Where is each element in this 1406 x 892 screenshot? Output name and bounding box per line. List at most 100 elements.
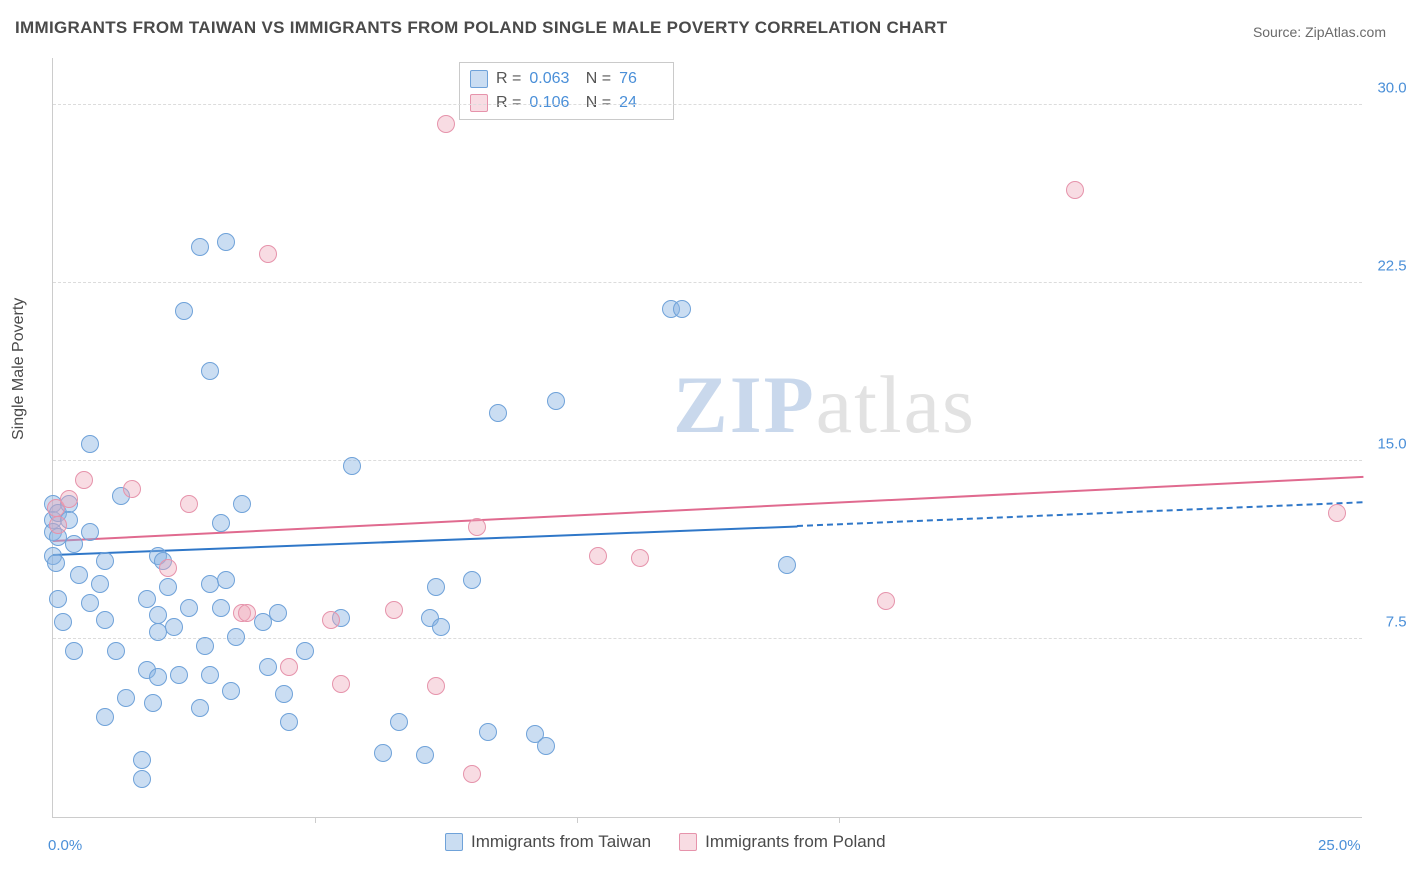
scatter-marker bbox=[463, 765, 481, 783]
scatter-marker bbox=[81, 594, 99, 612]
scatter-marker bbox=[91, 575, 109, 593]
scatter-marker bbox=[175, 302, 193, 320]
scatter-marker bbox=[149, 606, 167, 624]
legend-bottom: Immigrants from Taiwan Immigrants from P… bbox=[445, 832, 886, 852]
scatter-marker bbox=[437, 115, 455, 133]
scatter-marker bbox=[468, 518, 486, 536]
grid-line bbox=[53, 460, 1362, 461]
scatter-marker bbox=[589, 547, 607, 565]
scatter-marker bbox=[432, 618, 450, 636]
plot-area: ZIPatlas R = 0.063 N = 76 R = 0.106 N = … bbox=[52, 58, 1362, 818]
scatter-marker bbox=[332, 675, 350, 693]
grid-line bbox=[53, 638, 1362, 639]
scatter-marker bbox=[191, 699, 209, 717]
source-attribution: Source: ZipAtlas.com bbox=[1253, 24, 1386, 40]
grid-line bbox=[53, 282, 1362, 283]
scatter-marker bbox=[165, 618, 183, 636]
trend-line bbox=[797, 502, 1363, 528]
scatter-marker bbox=[123, 480, 141, 498]
scatter-marker bbox=[196, 637, 214, 655]
scatter-marker bbox=[65, 535, 83, 553]
grid-line bbox=[53, 104, 1362, 105]
scatter-marker bbox=[70, 566, 88, 584]
scatter-marker bbox=[117, 689, 135, 707]
x-tick-25: 25.0% bbox=[1318, 837, 1361, 854]
scatter-marker bbox=[96, 552, 114, 570]
scatter-marker bbox=[133, 770, 151, 788]
scatter-marker bbox=[212, 514, 230, 532]
scatter-marker bbox=[489, 404, 507, 422]
scatter-marker bbox=[47, 554, 65, 572]
scatter-marker bbox=[296, 642, 314, 660]
stats-legend-box: R = 0.063 N = 76 R = 0.106 N = 24 bbox=[459, 62, 674, 120]
scatter-marker bbox=[343, 457, 361, 475]
scatter-marker bbox=[280, 713, 298, 731]
scatter-marker bbox=[322, 611, 340, 629]
scatter-marker bbox=[201, 666, 219, 684]
scatter-marker bbox=[479, 723, 497, 741]
scatter-marker bbox=[212, 599, 230, 617]
y-tick-label: 30.0% bbox=[1377, 79, 1406, 96]
scatter-marker bbox=[778, 556, 796, 574]
scatter-marker bbox=[1066, 181, 1084, 199]
scatter-marker bbox=[427, 677, 445, 695]
y-axis-label: Single Male Poverty bbox=[10, 298, 28, 440]
scatter-marker bbox=[180, 599, 198, 617]
scatter-marker bbox=[227, 628, 245, 646]
x-tick-0: 0.0% bbox=[48, 837, 82, 854]
stat-n-value-taiwan: 76 bbox=[619, 70, 663, 88]
legend-label-taiwan: Immigrants from Taiwan bbox=[471, 832, 651, 852]
scatter-marker bbox=[222, 682, 240, 700]
scatter-marker bbox=[65, 642, 83, 660]
legend-label-poland: Immigrants from Poland bbox=[705, 832, 885, 852]
scatter-marker bbox=[54, 613, 72, 631]
scatter-marker bbox=[81, 523, 99, 541]
scatter-marker bbox=[463, 571, 481, 589]
legend-swatch-taiwan bbox=[445, 833, 463, 851]
scatter-marker bbox=[385, 601, 403, 619]
y-tick-label: 22.5% bbox=[1377, 257, 1406, 274]
scatter-marker bbox=[238, 604, 256, 622]
chart-title: IMMIGRANTS FROM TAIWAN VS IMMIGRANTS FRO… bbox=[15, 18, 947, 38]
scatter-marker bbox=[159, 559, 177, 577]
scatter-marker bbox=[49, 590, 67, 608]
scatter-marker bbox=[96, 708, 114, 726]
scatter-marker bbox=[133, 751, 151, 769]
scatter-marker bbox=[631, 549, 649, 567]
stats-row-taiwan: R = 0.063 N = 76 bbox=[470, 67, 663, 91]
stat-r-label: R = bbox=[496, 70, 521, 88]
stat-r-value-taiwan: 0.063 bbox=[529, 70, 573, 88]
y-tick-label: 15.0% bbox=[1377, 435, 1406, 452]
scatter-marker bbox=[107, 642, 125, 660]
scatter-marker bbox=[280, 658, 298, 676]
scatter-marker bbox=[259, 658, 277, 676]
scatter-marker bbox=[259, 245, 277, 263]
scatter-marker bbox=[254, 613, 272, 631]
watermark-zip: ZIP bbox=[673, 359, 816, 450]
swatch-taiwan bbox=[470, 70, 488, 88]
scatter-marker bbox=[159, 578, 177, 596]
scatter-marker bbox=[275, 685, 293, 703]
scatter-marker bbox=[149, 668, 167, 686]
scatter-marker bbox=[138, 590, 156, 608]
x-tick-mark bbox=[577, 817, 578, 823]
trend-line bbox=[53, 475, 1363, 541]
scatter-marker bbox=[217, 233, 235, 251]
scatter-marker bbox=[191, 238, 209, 256]
y-tick-label: 7.5% bbox=[1386, 613, 1406, 630]
scatter-marker bbox=[201, 362, 219, 380]
x-tick-mark bbox=[315, 817, 316, 823]
scatter-marker bbox=[81, 435, 99, 453]
scatter-marker bbox=[49, 516, 67, 534]
watermark: ZIPatlas bbox=[673, 358, 976, 452]
scatter-marker bbox=[673, 300, 691, 318]
scatter-marker bbox=[75, 471, 93, 489]
scatter-marker bbox=[144, 694, 162, 712]
scatter-marker bbox=[1328, 504, 1346, 522]
watermark-atlas: atlas bbox=[816, 359, 976, 450]
scatter-marker bbox=[269, 604, 287, 622]
scatter-marker bbox=[374, 744, 392, 762]
legend-item-poland: Immigrants from Poland bbox=[679, 832, 885, 852]
stat-n-label: N = bbox=[581, 70, 611, 88]
scatter-marker bbox=[390, 713, 408, 731]
